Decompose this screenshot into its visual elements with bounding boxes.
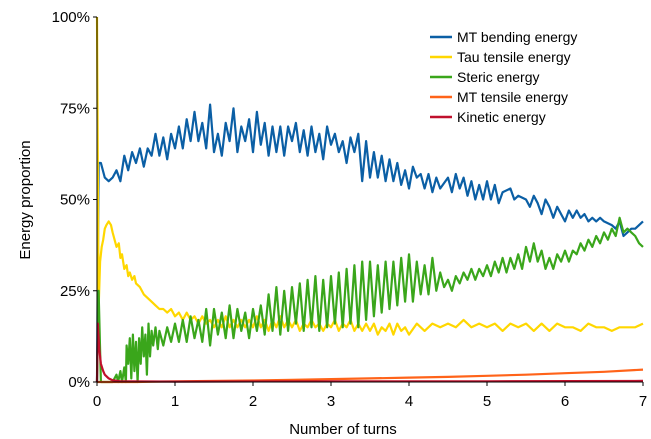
series-line-mt-bending-energy xyxy=(95,103,644,383)
x-tick-label: 7 xyxy=(639,393,647,410)
y-tick-label: 50% xyxy=(60,192,90,209)
x-tick-label: 4 xyxy=(405,393,413,410)
series-line-tau-tensile-energy xyxy=(95,16,644,336)
y-axis-title: Energy proportion xyxy=(17,140,34,259)
plot-ticks: 0 1 2 3 4 5 6 7 0% 25% 50% 75% 100% xyxy=(52,9,648,410)
x-tick-label: 6 xyxy=(561,393,569,410)
legend-label-steric-energy: Steric energy xyxy=(457,69,539,85)
x-tick-label: 3 xyxy=(327,393,335,410)
legend-label-mt-tensile-energy: MT tensile energy xyxy=(457,89,568,105)
x-tick-label: 0 xyxy=(93,393,101,410)
plot-series xyxy=(95,16,644,384)
x-tick-label: 1 xyxy=(171,393,179,410)
legend-label-kinetic-energy: Kinetic energy xyxy=(457,109,546,125)
y-tick-label: 100% xyxy=(52,9,90,26)
series-line-steric-energy xyxy=(95,216,644,384)
legend: MT bending energy Tau tensile energy Steri… xyxy=(430,29,577,125)
x-tick-label: 5 xyxy=(483,393,491,410)
series-line-kinetic-energy xyxy=(95,322,644,383)
y-tick-label: 25% xyxy=(60,283,90,300)
legend-label-mt-bending-energy: MT bending energy xyxy=(457,29,577,45)
x-tick-label: 2 xyxy=(249,393,257,410)
plot-frame xyxy=(96,17,643,383)
x-axis-title: Number of turns xyxy=(289,421,397,438)
y-tick-label: 0% xyxy=(68,374,90,391)
y-tick-label: 75% xyxy=(60,100,90,117)
legend-label-tau-tensile-energy: Tau tensile energy xyxy=(457,49,571,65)
